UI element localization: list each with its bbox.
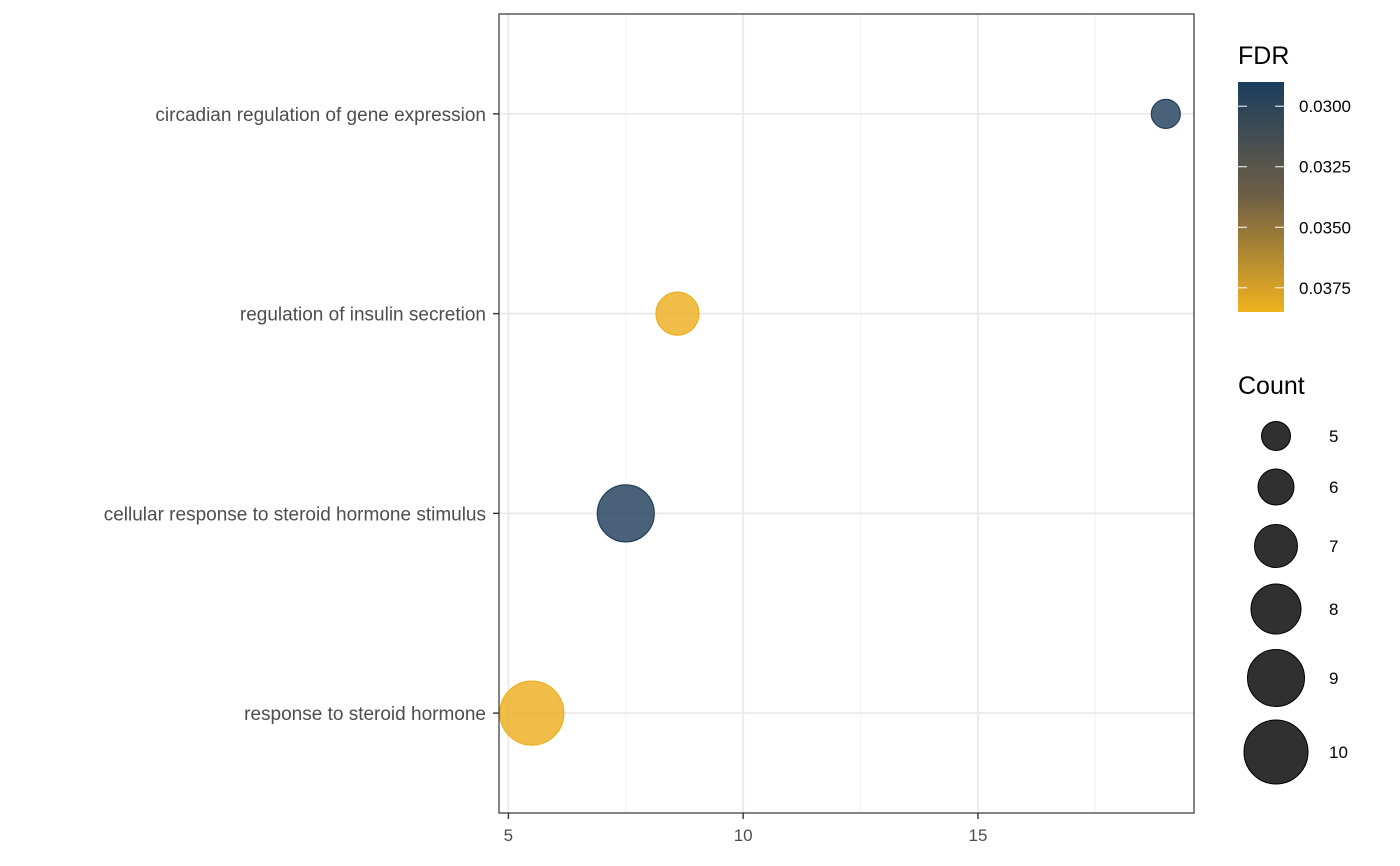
x-tick-label: 5: [504, 826, 513, 845]
x-axis: 5 10 15: [504, 813, 988, 845]
count-legend-label: 10: [1329, 743, 1348, 762]
count-legend-label: 8: [1329, 600, 1338, 619]
fdr-legend: FDR 0.0300 0.0325 0.0350 0.0375: [1238, 42, 1351, 312]
fdr-colorbar: [1238, 82, 1284, 312]
count-legend-key: [1257, 468, 1295, 506]
count-legend: Count 5 6 7 8 9 10: [1238, 372, 1348, 785]
data-point: [596, 484, 655, 543]
data-points: [499, 98, 1181, 746]
fdr-tick-label: 0.0325: [1299, 158, 1351, 177]
count-legend-label: 6: [1329, 478, 1338, 497]
x-tick-label: 15: [969, 826, 988, 845]
y-tick-label: regulation of insulin secretion: [240, 305, 486, 326]
grid: [499, 14, 1194, 813]
y-axis: circadian regulation of gene expression r…: [104, 105, 499, 725]
count-legend-label: 7: [1329, 537, 1338, 556]
y-tick-label: cellular response to steroid hormone sti…: [104, 504, 486, 525]
count-legend-key: [1243, 719, 1309, 785]
count-legend-key: [1261, 421, 1291, 451]
fdr-legend-ticks: 0.0300 0.0325 0.0350 0.0375: [1238, 97, 1351, 298]
data-point: [655, 291, 700, 336]
fdr-tick-label: 0.0375: [1299, 279, 1351, 298]
y-tick-label: circadian regulation of gene expression: [155, 105, 486, 126]
count-legend-key: [1254, 524, 1298, 568]
count-legend-label: 9: [1329, 669, 1338, 688]
fdr-tick-label: 0.0350: [1299, 218, 1351, 237]
count-legend-title: Count: [1238, 372, 1305, 400]
count-legend-key: [1250, 583, 1302, 635]
panel-border: [498, 13, 1195, 814]
count-legend-label: 5: [1329, 427, 1338, 446]
fdr-tick-label: 0.0300: [1299, 97, 1351, 116]
x-tick-label: 10: [734, 826, 753, 845]
data-point: [499, 680, 565, 746]
data-point: [1150, 98, 1181, 129]
count-legend-keys: 5 6 7 8 9 10: [1243, 421, 1348, 785]
y-tick-label: response to steroid hormone: [244, 704, 486, 725]
fdr-legend-title: FDR: [1238, 42, 1289, 70]
count-legend-key: [1247, 649, 1305, 707]
